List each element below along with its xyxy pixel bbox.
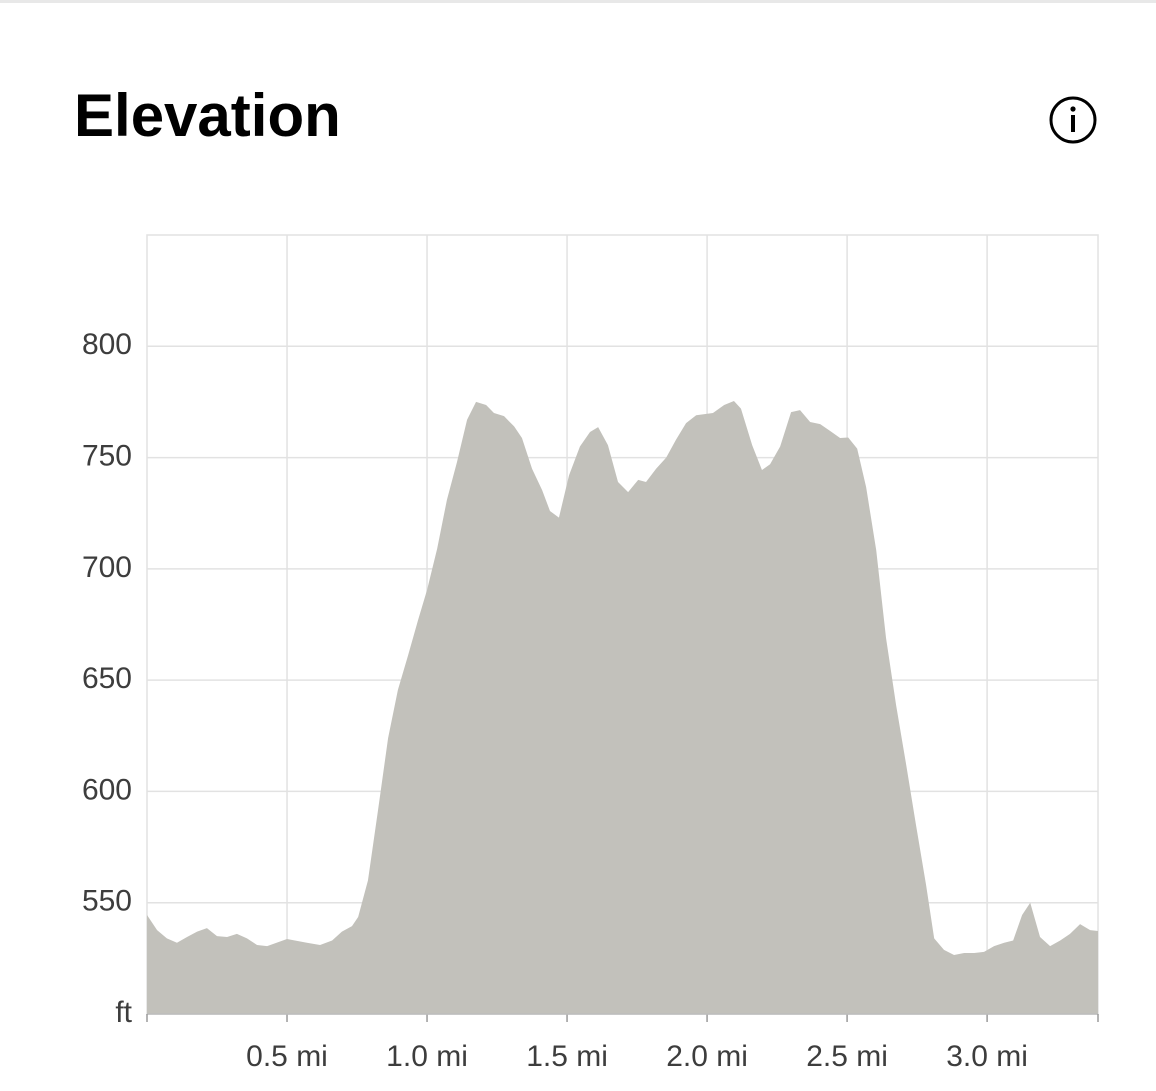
y-tick-label: ft bbox=[115, 996, 132, 1029]
y-tick-label: 700 bbox=[82, 551, 132, 584]
y-tick-label: 750 bbox=[82, 439, 132, 472]
y-tick-label: 800 bbox=[82, 328, 132, 361]
top-divider bbox=[0, 0, 1156, 3]
x-tick-label: 3.0 mi bbox=[946, 1040, 1028, 1073]
x-tick-label: 1.5 mi bbox=[526, 1040, 608, 1073]
x-tick-label: 2.0 mi bbox=[666, 1040, 748, 1073]
x-tick-label: 0.5 mi bbox=[246, 1040, 328, 1073]
chart-title: Elevation bbox=[74, 82, 341, 149]
x-tick-label: 1.0 mi bbox=[386, 1040, 468, 1073]
y-tick-label: 650 bbox=[82, 662, 132, 695]
x-tick-label: 2.5 mi bbox=[806, 1040, 888, 1073]
y-tick-label: 600 bbox=[82, 773, 132, 806]
elevation-area bbox=[147, 401, 1098, 1014]
info-button[interactable] bbox=[1049, 96, 1097, 144]
y-tick-label: 550 bbox=[82, 885, 132, 918]
